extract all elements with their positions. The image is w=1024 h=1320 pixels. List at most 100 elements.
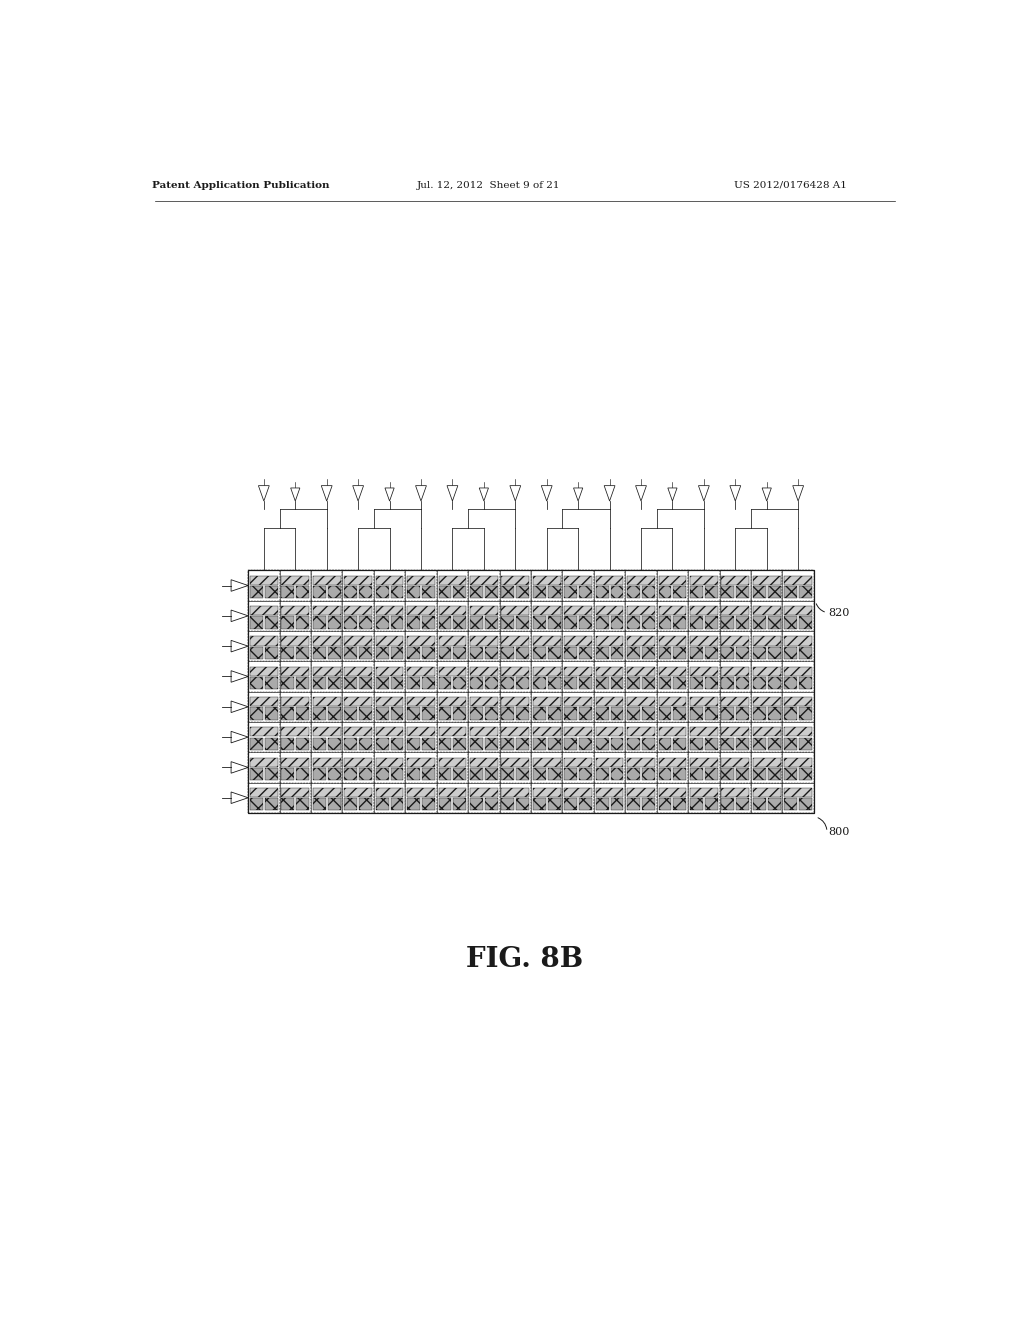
Bar [484,768,498,780]
Bar [532,799,546,810]
Bar [438,606,466,615]
Bar [265,647,278,659]
Bar [313,697,341,706]
Bar [250,727,278,737]
Bar [484,647,498,659]
Bar [502,727,529,737]
Bar [720,631,751,661]
Polygon shape [231,762,248,774]
Bar [516,738,529,750]
Bar [500,661,531,692]
Bar [690,616,702,628]
Bar [580,677,592,689]
Bar [313,667,341,676]
Bar [406,783,436,813]
Bar [265,738,278,750]
Bar [705,616,718,628]
Bar [436,783,468,813]
Bar [344,768,357,780]
Bar [782,722,814,752]
Bar [468,722,500,752]
Bar [390,586,403,598]
Bar [374,631,406,661]
Bar [782,570,814,601]
Bar [436,661,468,692]
Polygon shape [416,486,426,502]
Bar [562,752,594,783]
Text: Patent Application Publication: Patent Application Publication [152,181,329,190]
Bar [722,727,750,737]
Bar [532,758,560,767]
Bar [753,738,766,750]
Bar [376,606,403,615]
Bar [408,697,435,706]
Bar [280,692,311,722]
Bar [502,677,514,689]
Bar [532,576,560,585]
Bar [627,586,640,598]
Bar [656,661,688,692]
Bar [594,661,626,692]
Bar [502,768,514,780]
Bar [422,768,435,780]
Bar [656,601,688,631]
Bar [296,708,309,719]
Bar [782,601,814,631]
Bar [296,586,309,598]
Bar [311,722,342,752]
Bar [359,738,372,750]
Bar [751,783,782,813]
Bar [376,799,389,810]
Bar [594,601,626,631]
Bar [376,768,389,780]
Bar [374,722,406,752]
Bar [265,677,278,689]
Bar [282,616,294,628]
Bar [280,601,311,631]
Bar [768,647,780,659]
Bar [248,752,280,783]
Bar [674,768,686,780]
Bar [344,727,372,737]
Bar [688,722,720,752]
Bar [736,708,750,719]
Bar [626,661,656,692]
Bar [342,661,374,692]
Bar [784,708,798,719]
Bar [359,677,372,689]
Bar [282,606,309,615]
Bar [470,727,498,737]
Bar [753,647,766,659]
Bar [502,616,514,628]
Bar [438,636,466,645]
Bar [627,636,654,645]
Bar [658,677,672,689]
Bar [422,586,435,598]
Bar [344,697,372,706]
Bar [470,636,498,645]
Polygon shape [231,731,248,743]
Bar [500,692,531,722]
Bar [313,636,341,645]
Bar [722,758,750,767]
Bar [280,570,311,601]
Bar [753,616,766,628]
Bar [564,788,592,797]
Bar [564,758,592,767]
Bar [782,661,814,692]
Bar [342,752,374,783]
Bar [626,601,656,631]
Bar [532,667,560,676]
Bar [328,738,341,750]
Bar [548,647,560,659]
Bar [422,799,435,810]
Bar [376,616,389,628]
Bar [376,738,389,750]
Bar [799,677,812,689]
Bar [532,616,546,628]
Bar [342,692,374,722]
Bar [342,722,374,752]
Bar [532,586,546,598]
Bar [376,677,389,689]
Bar [390,647,403,659]
